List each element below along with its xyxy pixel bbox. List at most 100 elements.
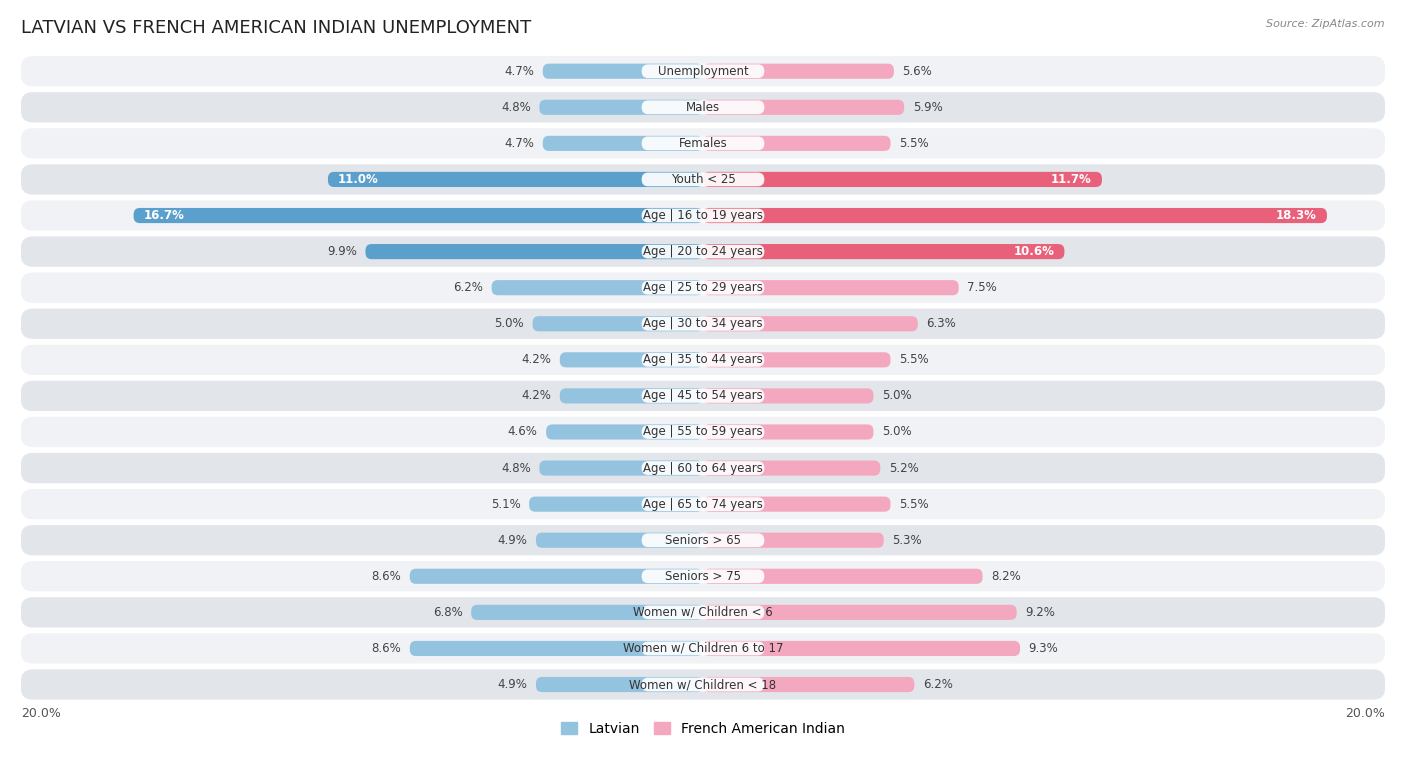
FancyBboxPatch shape — [540, 460, 703, 475]
FancyBboxPatch shape — [21, 489, 1385, 519]
Text: Age | 45 to 54 years: Age | 45 to 54 years — [643, 389, 763, 403]
Text: Age | 35 to 44 years: Age | 35 to 44 years — [643, 354, 763, 366]
Text: Youth < 25: Youth < 25 — [671, 173, 735, 186]
FancyBboxPatch shape — [533, 316, 703, 332]
Text: Males: Males — [686, 101, 720, 114]
FancyBboxPatch shape — [492, 280, 703, 295]
Text: 18.3%: 18.3% — [1275, 209, 1317, 222]
Text: 4.7%: 4.7% — [505, 137, 534, 150]
FancyBboxPatch shape — [641, 353, 765, 366]
Text: 5.0%: 5.0% — [882, 389, 911, 403]
FancyBboxPatch shape — [366, 244, 703, 259]
Text: Females: Females — [679, 137, 727, 150]
FancyBboxPatch shape — [703, 244, 1064, 259]
Text: 6.2%: 6.2% — [922, 678, 953, 691]
Text: 5.5%: 5.5% — [898, 137, 929, 150]
Text: 5.6%: 5.6% — [903, 64, 932, 78]
FancyBboxPatch shape — [703, 172, 1102, 187]
Legend: Latvian, French American Indian: Latvian, French American Indian — [555, 716, 851, 742]
Text: 5.1%: 5.1% — [491, 497, 520, 511]
Text: 5.0%: 5.0% — [882, 425, 911, 438]
FancyBboxPatch shape — [703, 569, 983, 584]
FancyBboxPatch shape — [21, 201, 1385, 231]
Text: Women w/ Children < 18: Women w/ Children < 18 — [630, 678, 776, 691]
FancyBboxPatch shape — [21, 128, 1385, 158]
Text: Age | 30 to 34 years: Age | 30 to 34 years — [643, 317, 763, 330]
FancyBboxPatch shape — [560, 352, 703, 367]
FancyBboxPatch shape — [21, 236, 1385, 266]
Text: 11.7%: 11.7% — [1050, 173, 1091, 186]
FancyBboxPatch shape — [641, 569, 765, 583]
Text: Age | 65 to 74 years: Age | 65 to 74 years — [643, 497, 763, 511]
FancyBboxPatch shape — [703, 460, 880, 475]
FancyBboxPatch shape — [703, 641, 1021, 656]
FancyBboxPatch shape — [543, 136, 703, 151]
Text: Women w/ Children < 6: Women w/ Children < 6 — [633, 606, 773, 619]
Text: 6.8%: 6.8% — [433, 606, 463, 619]
FancyBboxPatch shape — [703, 64, 894, 79]
Text: 5.3%: 5.3% — [893, 534, 922, 547]
FancyBboxPatch shape — [21, 525, 1385, 556]
Text: Age | 55 to 59 years: Age | 55 to 59 years — [643, 425, 763, 438]
FancyBboxPatch shape — [536, 533, 703, 548]
Text: 8.6%: 8.6% — [371, 570, 401, 583]
FancyBboxPatch shape — [21, 453, 1385, 483]
Text: 5.5%: 5.5% — [898, 497, 929, 511]
Text: 8.2%: 8.2% — [991, 570, 1021, 583]
Text: Age | 20 to 24 years: Age | 20 to 24 years — [643, 245, 763, 258]
FancyBboxPatch shape — [703, 100, 904, 115]
FancyBboxPatch shape — [703, 425, 873, 440]
FancyBboxPatch shape — [641, 425, 765, 439]
FancyBboxPatch shape — [543, 64, 703, 79]
FancyBboxPatch shape — [641, 389, 765, 403]
Text: 16.7%: 16.7% — [143, 209, 184, 222]
Text: 4.9%: 4.9% — [498, 534, 527, 547]
FancyBboxPatch shape — [540, 100, 703, 115]
Text: Seniors > 65: Seniors > 65 — [665, 534, 741, 547]
Text: 5.9%: 5.9% — [912, 101, 942, 114]
Text: Source: ZipAtlas.com: Source: ZipAtlas.com — [1267, 19, 1385, 29]
Text: Age | 25 to 29 years: Age | 25 to 29 years — [643, 281, 763, 294]
FancyBboxPatch shape — [703, 208, 1327, 223]
FancyBboxPatch shape — [21, 164, 1385, 195]
Text: Seniors > 75: Seniors > 75 — [665, 570, 741, 583]
Text: 4.6%: 4.6% — [508, 425, 537, 438]
FancyBboxPatch shape — [21, 561, 1385, 591]
Text: 9.3%: 9.3% — [1029, 642, 1059, 655]
FancyBboxPatch shape — [529, 497, 703, 512]
FancyBboxPatch shape — [409, 641, 703, 656]
Text: 4.8%: 4.8% — [501, 101, 531, 114]
Text: 20.0%: 20.0% — [21, 707, 60, 720]
FancyBboxPatch shape — [703, 533, 884, 548]
Text: 11.0%: 11.0% — [339, 173, 380, 186]
Text: 20.0%: 20.0% — [1346, 707, 1385, 720]
Text: Age | 60 to 64 years: Age | 60 to 64 years — [643, 462, 763, 475]
FancyBboxPatch shape — [328, 172, 703, 187]
FancyBboxPatch shape — [703, 677, 914, 692]
FancyBboxPatch shape — [641, 64, 765, 78]
Text: 5.2%: 5.2% — [889, 462, 918, 475]
FancyBboxPatch shape — [536, 677, 703, 692]
Text: Unemployment: Unemployment — [658, 64, 748, 78]
FancyBboxPatch shape — [641, 678, 765, 691]
Text: 5.0%: 5.0% — [495, 317, 524, 330]
Text: 4.2%: 4.2% — [522, 389, 551, 403]
Text: Women w/ Children 6 to 17: Women w/ Children 6 to 17 — [623, 642, 783, 655]
FancyBboxPatch shape — [21, 344, 1385, 375]
FancyBboxPatch shape — [21, 634, 1385, 664]
FancyBboxPatch shape — [21, 56, 1385, 86]
Text: 6.2%: 6.2% — [453, 281, 484, 294]
FancyBboxPatch shape — [21, 381, 1385, 411]
FancyBboxPatch shape — [703, 352, 890, 367]
Text: 4.9%: 4.9% — [498, 678, 527, 691]
FancyBboxPatch shape — [641, 461, 765, 475]
FancyBboxPatch shape — [703, 388, 873, 403]
FancyBboxPatch shape — [703, 316, 918, 332]
Text: LATVIAN VS FRENCH AMERICAN INDIAN UNEMPLOYMENT: LATVIAN VS FRENCH AMERICAN INDIAN UNEMPL… — [21, 19, 531, 37]
Text: 4.8%: 4.8% — [501, 462, 531, 475]
Text: 9.2%: 9.2% — [1025, 606, 1054, 619]
FancyBboxPatch shape — [21, 417, 1385, 447]
FancyBboxPatch shape — [641, 136, 765, 150]
FancyBboxPatch shape — [641, 317, 765, 331]
FancyBboxPatch shape — [641, 281, 765, 294]
